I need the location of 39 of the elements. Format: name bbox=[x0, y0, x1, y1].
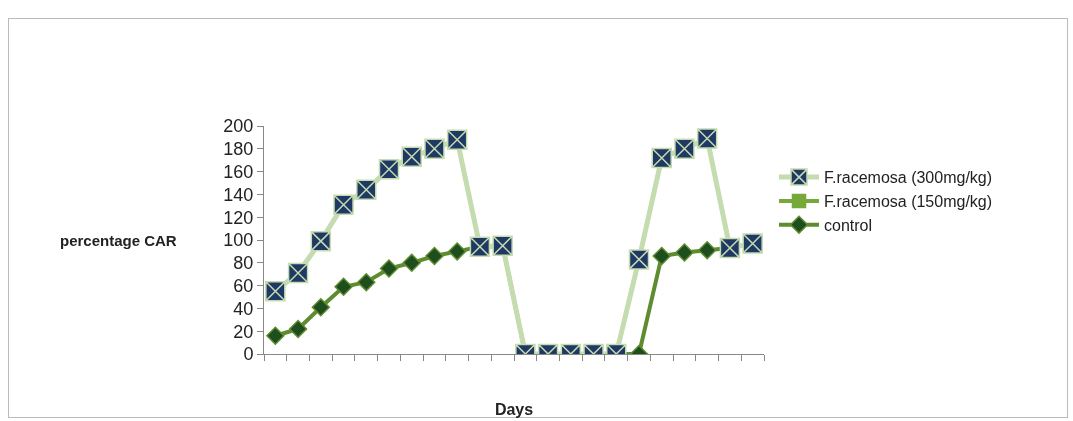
point bbox=[265, 281, 286, 302]
point bbox=[446, 129, 468, 150]
point bbox=[447, 242, 467, 261]
point bbox=[651, 147, 672, 169]
x-axis-title: Days bbox=[494, 400, 534, 418]
point bbox=[334, 277, 353, 296]
point bbox=[288, 319, 308, 339]
point bbox=[674, 138, 695, 160]
point bbox=[379, 259, 399, 278]
point bbox=[357, 272, 376, 292]
point bbox=[402, 253, 421, 272]
point bbox=[266, 326, 285, 345]
legend-label: control bbox=[824, 216, 873, 234]
point bbox=[401, 146, 422, 168]
y-tick-label: 40 bbox=[233, 298, 254, 319]
point bbox=[311, 298, 331, 317]
y-tick-label: 0 bbox=[243, 344, 254, 365]
point bbox=[696, 128, 718, 149]
y-tick-label: 200 bbox=[223, 116, 254, 137]
point bbox=[675, 243, 694, 262]
y-tick-label: 120 bbox=[223, 207, 254, 228]
point bbox=[378, 159, 400, 180]
y-tick-label: 20 bbox=[233, 321, 254, 342]
point bbox=[652, 246, 671, 266]
point bbox=[356, 179, 377, 201]
y-tick-label: 100 bbox=[223, 230, 254, 251]
y-axis-title: percentage CAR bbox=[60, 232, 177, 249]
legend-label: F.racemosa (300mg/kg) bbox=[824, 169, 993, 187]
point bbox=[628, 249, 650, 270]
y-tick-label: 140 bbox=[223, 184, 254, 205]
point bbox=[424, 138, 445, 160]
point bbox=[333, 194, 354, 215]
y-tick-label: 180 bbox=[223, 139, 254, 160]
point bbox=[425, 246, 444, 266]
y-tick-label: 60 bbox=[233, 275, 254, 296]
point bbox=[697, 241, 717, 260]
legend-label: F.racemosa (150mg/kg) bbox=[824, 193, 993, 211]
y-tick-label: 160 bbox=[223, 161, 254, 182]
y-tick-label: 80 bbox=[233, 253, 254, 274]
